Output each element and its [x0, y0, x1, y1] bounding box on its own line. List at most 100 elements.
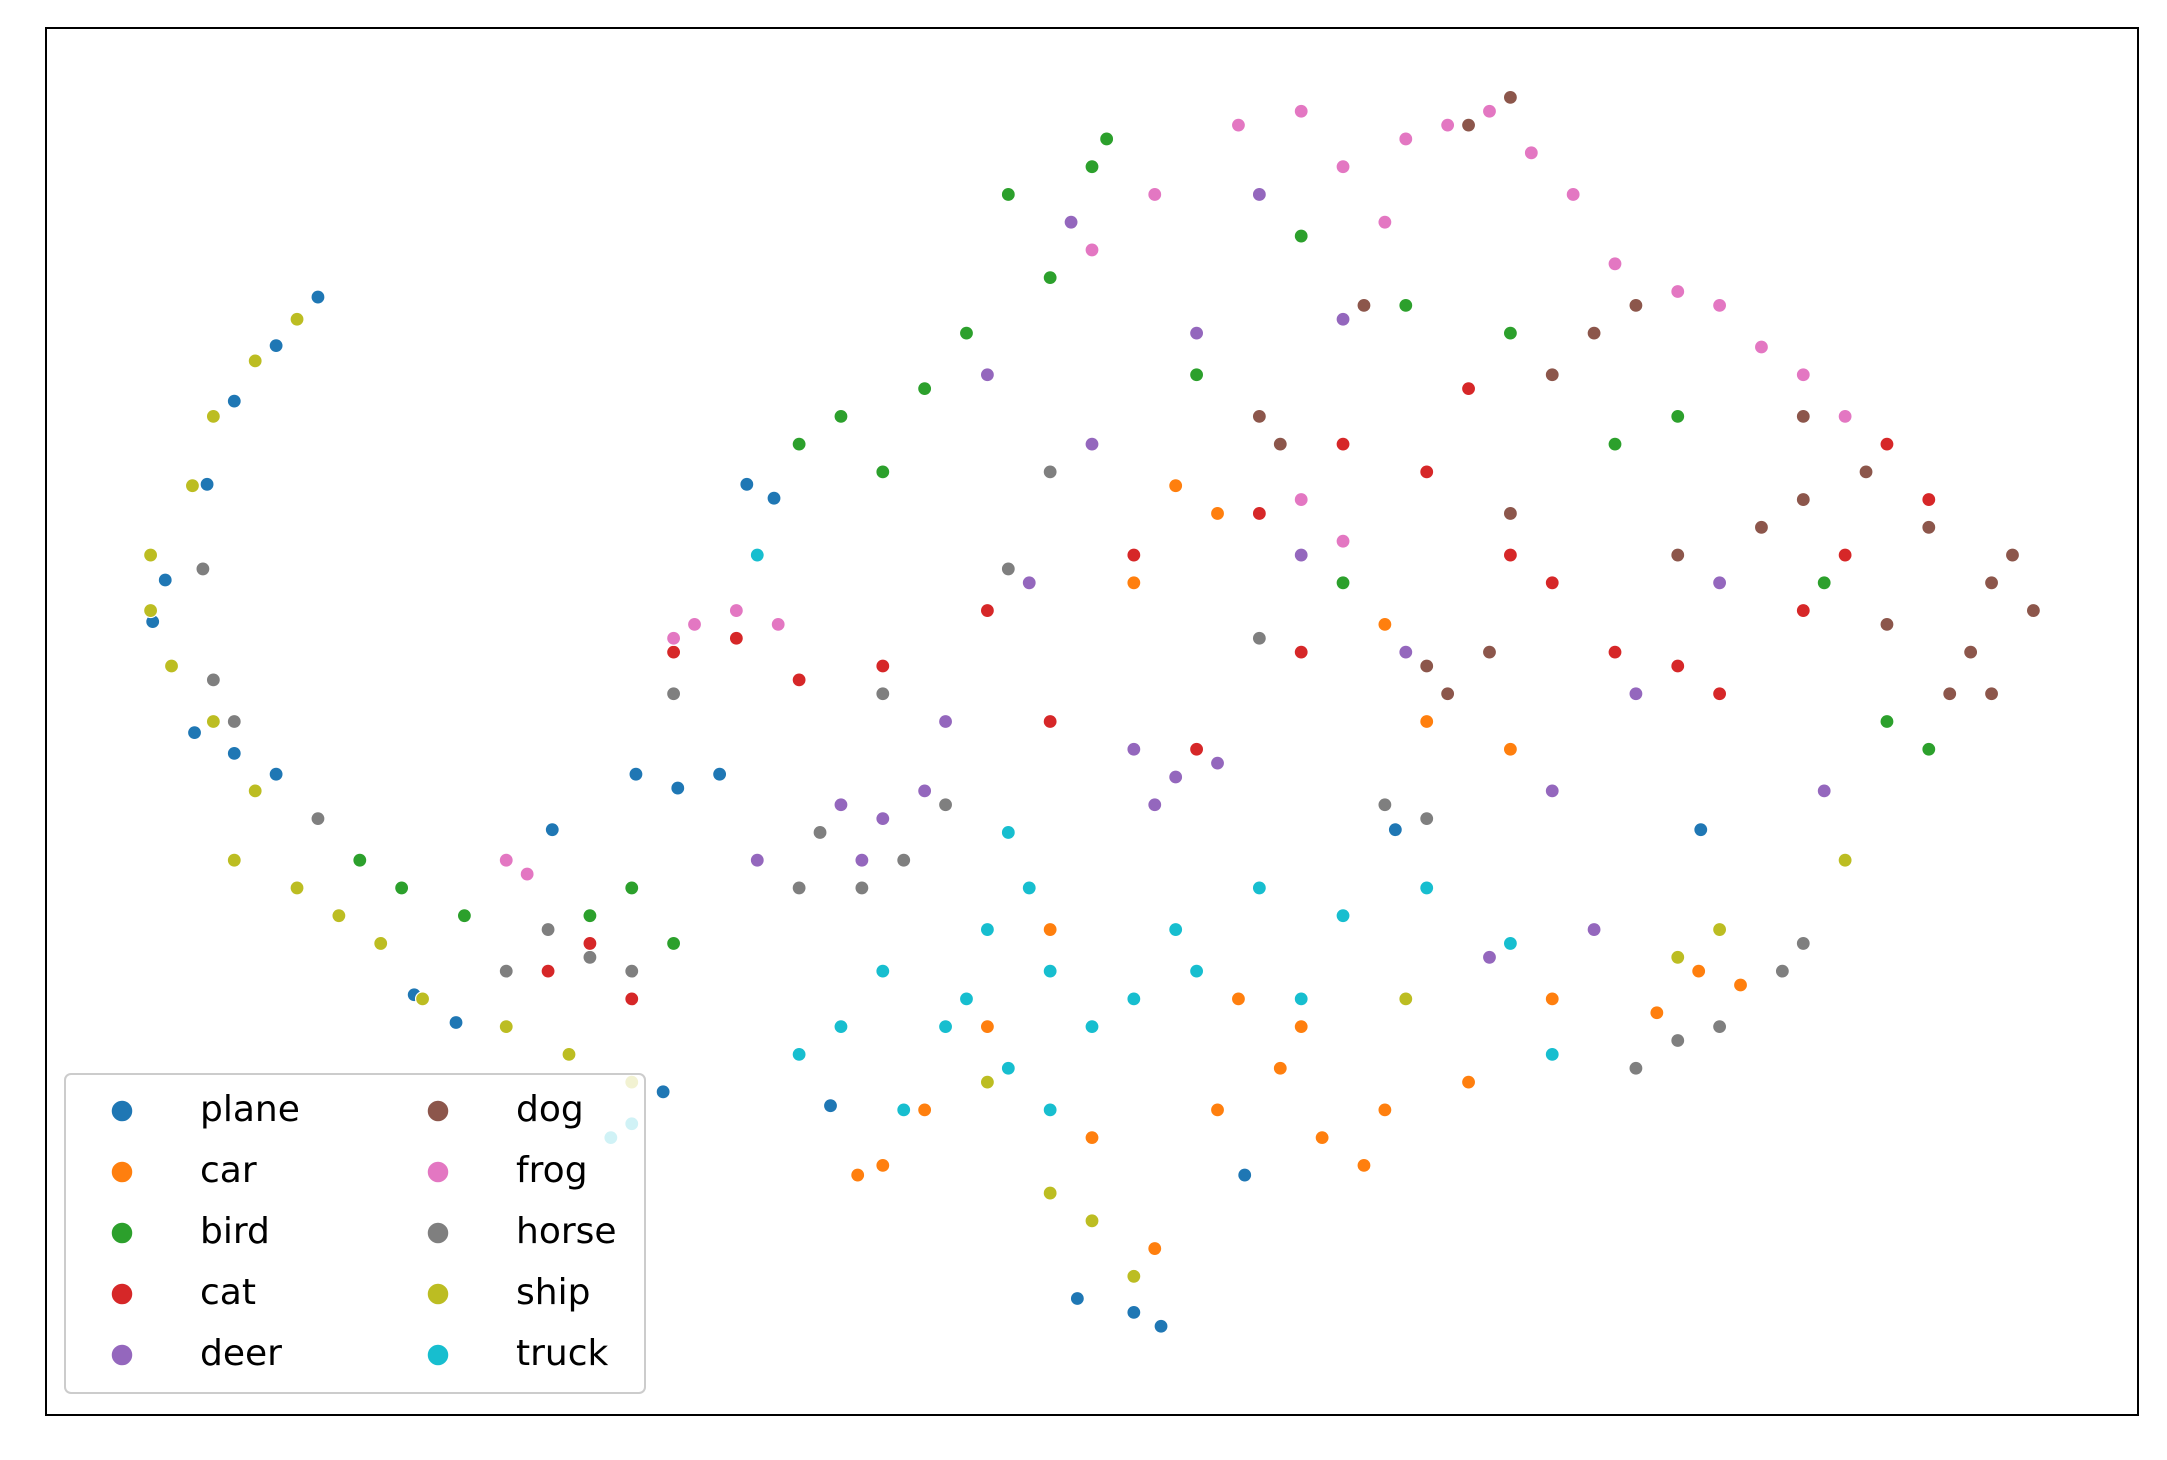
- point: [1858, 464, 1874, 480]
- point: [1000, 186, 1016, 203]
- point: [1732, 977, 1749, 993]
- point: [498, 852, 514, 868]
- point: [1502, 325, 1519, 341]
- point: [2025, 602, 2042, 619]
- legend-marker: [110, 1343, 134, 1367]
- point: [1209, 1102, 1226, 1118]
- legend-marker: [110, 1282, 134, 1306]
- point: [791, 672, 807, 688]
- point: [1251, 408, 1267, 424]
- point: [1042, 1185, 1058, 1201]
- point: [1419, 464, 1435, 480]
- point: [498, 963, 514, 979]
- point: [1711, 575, 1728, 591]
- point: [226, 713, 242, 730]
- point: [1188, 325, 1205, 341]
- legend-label: cat: [200, 1272, 256, 1313]
- point: [665, 630, 682, 646]
- point: [917, 783, 933, 799]
- point: [1398, 297, 1414, 313]
- point: [812, 824, 828, 841]
- point: [624, 991, 640, 1007]
- point: [958, 325, 975, 341]
- point: [1544, 1046, 1560, 1062]
- point: [1586, 325, 1602, 341]
- point: [1084, 1019, 1100, 1035]
- point: [331, 908, 347, 924]
- point: [1293, 103, 1309, 119]
- point: [1293, 228, 1309, 244]
- point: [1963, 644, 1979, 660]
- point: [373, 935, 389, 952]
- point: [1607, 436, 1623, 452]
- point: [1272, 436, 1288, 452]
- point: [1837, 852, 1853, 868]
- point: [1209, 505, 1226, 522]
- point: [1209, 755, 1226, 771]
- point: [1460, 1074, 1477, 1090]
- point: [1983, 686, 2000, 702]
- point: [1126, 1304, 1142, 1320]
- point: [1398, 644, 1414, 660]
- point: [1251, 505, 1267, 522]
- point: [1711, 921, 1728, 938]
- point: [1042, 921, 1058, 938]
- point: [205, 408, 221, 424]
- point: [979, 602, 996, 619]
- point: [1168, 478, 1184, 494]
- point: [352, 852, 368, 868]
- point: [1481, 949, 1498, 965]
- point: [917, 1102, 933, 1118]
- point: [1147, 797, 1163, 813]
- point: [1126, 991, 1142, 1007]
- point: [157, 572, 173, 588]
- point: [937, 797, 954, 813]
- point: [1693, 822, 1709, 838]
- point: [1126, 547, 1142, 563]
- point: [540, 921, 556, 938]
- point: [544, 822, 560, 838]
- point: [875, 963, 891, 979]
- point: [850, 1167, 866, 1183]
- point: [728, 602, 744, 619]
- point: [1147, 1240, 1163, 1257]
- point: [875, 464, 891, 480]
- point: [896, 1102, 912, 1118]
- point: [712, 766, 728, 782]
- point: [875, 686, 891, 702]
- point: [1460, 381, 1477, 397]
- point: [791, 436, 807, 452]
- point: [1649, 1005, 1665, 1021]
- point: [1879, 436, 1895, 452]
- point: [199, 476, 215, 492]
- point: [1153, 1318, 1169, 1334]
- point: [1419, 810, 1435, 827]
- point: [1335, 159, 1351, 175]
- point: [1042, 713, 1058, 730]
- point: [1084, 1129, 1100, 1146]
- point: [1879, 713, 1895, 730]
- point: [247, 783, 263, 799]
- point: [1523, 145, 1539, 161]
- point: [1440, 686, 1456, 702]
- point: [728, 630, 744, 646]
- point: [1356, 297, 1372, 313]
- legend-label: dog: [516, 1089, 584, 1130]
- point: [289, 311, 305, 327]
- point: [1188, 741, 1205, 757]
- point: [582, 949, 598, 965]
- legend-marker: [110, 1099, 134, 1123]
- point: [1481, 644, 1498, 660]
- point: [833, 1019, 849, 1035]
- point: [1293, 1019, 1309, 1035]
- point: [1377, 797, 1393, 813]
- point: [1398, 131, 1414, 147]
- point: [1795, 408, 1811, 424]
- point: [195, 561, 211, 577]
- point: [498, 1019, 514, 1035]
- point: [1607, 256, 1623, 272]
- point: [1795, 491, 1811, 508]
- point: [1042, 270, 1058, 286]
- point: [1795, 367, 1811, 383]
